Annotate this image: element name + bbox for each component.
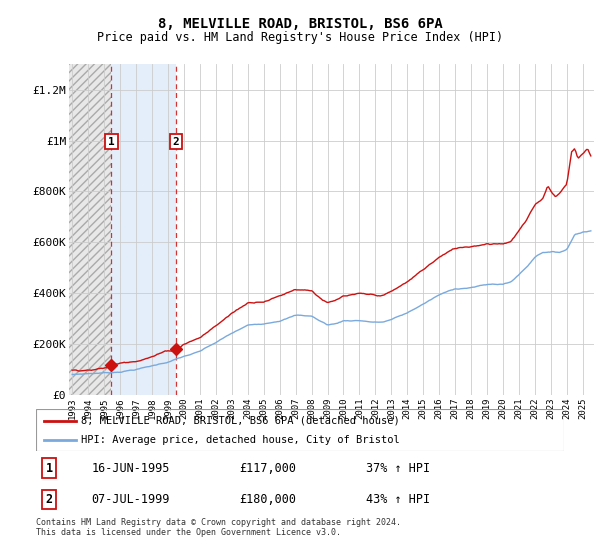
Text: 1: 1	[46, 462, 53, 475]
Text: HPI: Average price, detached house, City of Bristol: HPI: Average price, detached house, City…	[81, 435, 400, 445]
Text: Contains HM Land Registry data © Crown copyright and database right 2024.
This d: Contains HM Land Registry data © Crown c…	[36, 518, 401, 538]
Text: 43% ↑ HPI: 43% ↑ HPI	[366, 493, 430, 506]
Text: 37% ↑ HPI: 37% ↑ HPI	[366, 462, 430, 475]
Text: 16-JUN-1995: 16-JUN-1995	[91, 462, 170, 475]
Text: £117,000: £117,000	[239, 462, 296, 475]
Text: £180,000: £180,000	[239, 493, 296, 506]
Text: 2: 2	[173, 137, 179, 147]
Text: 1: 1	[108, 137, 115, 147]
Bar	[69, 64, 112, 395]
Bar	[112, 64, 176, 395]
Text: 8, MELVILLE ROAD, BRISTOL, BS6 6PA: 8, MELVILLE ROAD, BRISTOL, BS6 6PA	[158, 17, 442, 31]
Text: 2: 2	[46, 493, 53, 506]
Text: 8, MELVILLE ROAD, BRISTOL, BS6 6PA (detached house): 8, MELVILLE ROAD, BRISTOL, BS6 6PA (deta…	[81, 416, 400, 426]
Text: Price paid vs. HM Land Registry's House Price Index (HPI): Price paid vs. HM Land Registry's House …	[97, 31, 503, 44]
Text: 07-JUL-1999: 07-JUL-1999	[91, 493, 170, 506]
